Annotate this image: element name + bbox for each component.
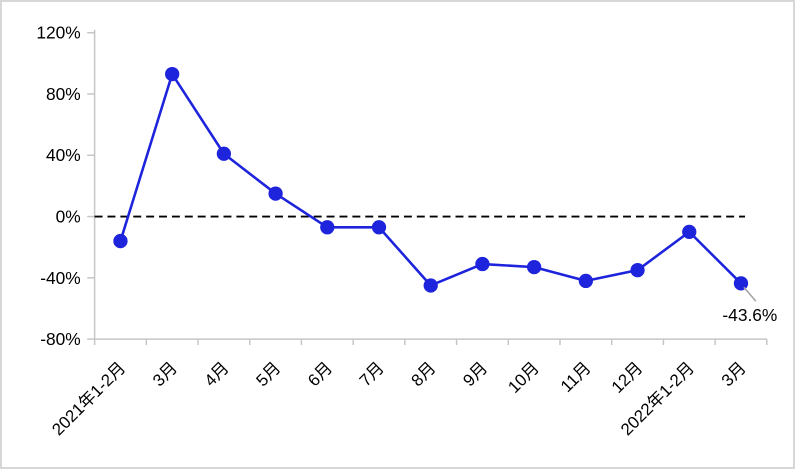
x-axis-category-label: 10月 <box>504 358 543 397</box>
x-axis-category-label: 7月 <box>356 358 388 390</box>
data-point <box>216 146 232 161</box>
data-point <box>733 276 749 291</box>
x-axis-category-label: 11月 <box>557 358 595 396</box>
y-axis-tick-label: -80% <box>40 329 81 349</box>
x-axis-category-label: 3月 <box>149 358 181 390</box>
data-point <box>475 256 490 272</box>
x-axis-category-label: 2021年1-2月 <box>48 358 129 439</box>
data-point <box>682 224 697 240</box>
data-point <box>630 263 645 278</box>
x-axis-category-label: 8月 <box>408 358 440 390</box>
data-point <box>423 278 438 293</box>
data-point <box>578 273 593 289</box>
x-axis-category-label: 5月 <box>252 358 284 390</box>
data-point <box>268 186 283 201</box>
y-axis-tick-label: -40% <box>40 268 81 288</box>
x-axis-category-label: 12月 <box>608 358 647 397</box>
data-line <box>119 72 743 287</box>
annotation-leader-line <box>743 286 757 302</box>
data-point <box>113 233 128 249</box>
y-axis-tick-label: 0% <box>56 207 81 227</box>
data-point <box>320 220 335 235</box>
data-point <box>371 220 387 235</box>
annotation-label: -43.6% <box>722 305 777 325</box>
x-axis-category-label: 6月 <box>304 358 336 390</box>
y-axis-tick-label: 40% <box>46 145 81 165</box>
x-axis-category-label: 9月 <box>459 358 491 390</box>
y-axis-tick-label: 120% <box>36 23 80 43</box>
y-axis-tick-label: 80% <box>46 84 81 104</box>
x-axis-category-label: 4月 <box>201 358 233 390</box>
x-axis-category-label: 3月 <box>718 358 750 390</box>
data-point <box>165 66 180 82</box>
data-point <box>526 259 542 275</box>
